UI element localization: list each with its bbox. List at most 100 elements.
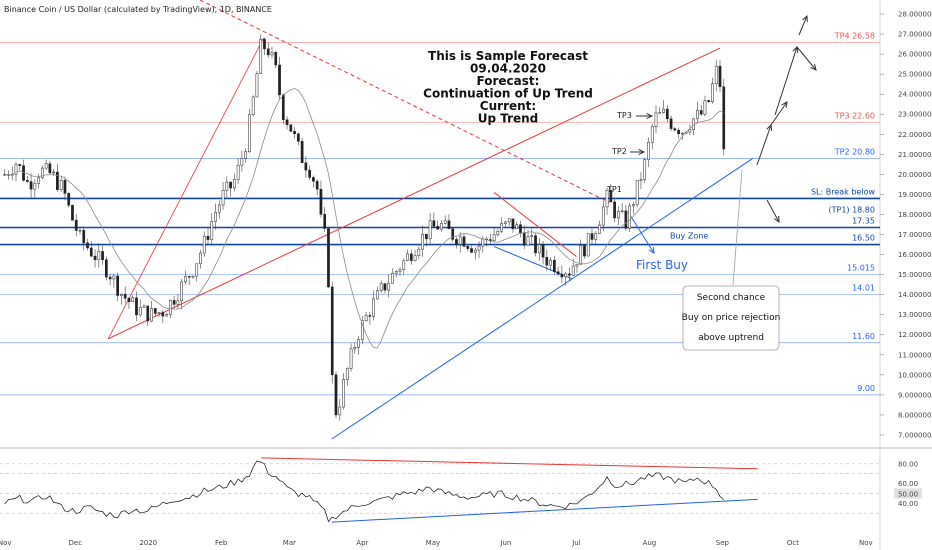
x-tick-label: Apr bbox=[356, 539, 368, 547]
candle-body bbox=[112, 275, 116, 280]
y-tick-label: 17.000000 bbox=[898, 231, 932, 239]
y-tick-label: 14.000000 bbox=[898, 291, 932, 299]
x-tick-label: Sep bbox=[716, 539, 730, 547]
level-label2-3: (TP1) 18.80 bbox=[829, 205, 876, 214]
candle-body bbox=[361, 320, 364, 340]
candle-body bbox=[93, 255, 97, 261]
candle-body bbox=[153, 308, 157, 314]
candle-body bbox=[289, 124, 293, 132]
forecast-arrow-down-head bbox=[773, 215, 780, 224]
candle-body bbox=[522, 232, 526, 246]
candle-body bbox=[541, 244, 545, 258]
candle-body bbox=[41, 167, 44, 178]
candle-body bbox=[590, 233, 594, 240]
candle-body bbox=[334, 374, 338, 416]
tp-label-3: TP3 bbox=[616, 111, 632, 120]
candle-body bbox=[364, 315, 368, 321]
candle-body bbox=[78, 230, 82, 232]
candle-body bbox=[217, 204, 221, 213]
candle-body bbox=[206, 236, 210, 240]
candle-body bbox=[120, 293, 123, 296]
forecast-line-1: 09.04.2020 bbox=[470, 62, 546, 76]
candle-body bbox=[240, 158, 244, 166]
rsi-tick-label: 80.00 bbox=[898, 460, 918, 468]
candle-body bbox=[451, 228, 455, 240]
candle-body bbox=[571, 265, 575, 276]
candle-body bbox=[425, 233, 428, 240]
candle-body bbox=[165, 314, 168, 317]
y-tick-label: 16.000000 bbox=[898, 251, 932, 259]
candle-body bbox=[530, 235, 534, 237]
tp-arrow-2-head bbox=[638, 148, 646, 156]
candle-body bbox=[534, 235, 537, 254]
y-tick-label: 11.000000 bbox=[898, 351, 932, 359]
candle-body bbox=[650, 126, 654, 143]
candle-body bbox=[25, 180, 29, 182]
candle-body bbox=[455, 239, 458, 245]
candle-body bbox=[52, 171, 55, 174]
candle-body bbox=[323, 214, 327, 229]
candle-body bbox=[63, 180, 67, 194]
candle-body bbox=[14, 164, 18, 175]
candle-body bbox=[138, 307, 142, 316]
candle-body bbox=[116, 275, 119, 296]
y-tick-label: 12.000000 bbox=[898, 331, 932, 339]
candle-body bbox=[568, 273, 571, 276]
candle-body bbox=[421, 233, 424, 250]
candle-body bbox=[48, 163, 52, 174]
first-buy-label: First Buy bbox=[636, 258, 688, 272]
y-tick-label: 26.000000 bbox=[898, 51, 932, 59]
tp-label-2: TP2 bbox=[611, 147, 627, 156]
candle-body bbox=[274, 52, 278, 66]
candle-body bbox=[202, 236, 206, 254]
x-tick-label: May bbox=[426, 539, 440, 547]
candle-body bbox=[579, 245, 583, 265]
y-tick-label: 20.000000 bbox=[898, 171, 932, 179]
candle-body bbox=[342, 379, 345, 408]
rsi-line bbox=[4, 460, 725, 523]
candle-body bbox=[545, 256, 549, 266]
candle-body bbox=[56, 171, 59, 190]
candle-body bbox=[492, 234, 496, 241]
candle-body bbox=[225, 181, 229, 191]
candle-body bbox=[308, 169, 311, 178]
x-tick-label: 2020 bbox=[139, 539, 157, 547]
candle-body bbox=[349, 348, 353, 369]
second-chance-pointer bbox=[732, 169, 743, 286]
y-tick-label: 8.000000 bbox=[898, 411, 931, 419]
candle-body bbox=[221, 189, 225, 206]
candle-body bbox=[481, 238, 485, 247]
candle-body bbox=[29, 181, 33, 190]
wedge-upper-line bbox=[493, 192, 577, 257]
candle-body bbox=[477, 245, 481, 251]
y-tick-label: 22.000000 bbox=[898, 131, 932, 139]
forecast-arrow-3 bbox=[796, 46, 817, 71]
candle-body bbox=[669, 118, 673, 129]
candle-body bbox=[345, 368, 349, 380]
candle-body bbox=[440, 223, 443, 230]
candle-body bbox=[312, 177, 315, 182]
candle-body bbox=[157, 312, 161, 314]
candle-body bbox=[353, 347, 357, 350]
x-tick-label: Feb bbox=[215, 539, 228, 547]
candle-body bbox=[504, 221, 507, 224]
y-tick-label: 25.000000 bbox=[898, 71, 932, 79]
level-label-2: TP2 20.80 bbox=[834, 147, 875, 156]
candle-body bbox=[142, 305, 146, 308]
x-tick-label: Dec bbox=[69, 539, 83, 547]
candle-body bbox=[553, 259, 556, 272]
rsi-blue-trendline bbox=[331, 498, 758, 523]
candle-body bbox=[639, 179, 643, 181]
candle-body bbox=[368, 315, 372, 317]
forecast-line-3: Continuation of Up Trend bbox=[423, 87, 593, 101]
candle-body bbox=[462, 236, 466, 247]
level-label-9: 9.00 bbox=[857, 384, 875, 393]
candle-body bbox=[500, 223, 503, 232]
candle-body bbox=[632, 204, 635, 207]
candle-body bbox=[537, 244, 541, 254]
candle-body bbox=[330, 286, 334, 376]
candle-body bbox=[398, 269, 402, 272]
first-buy-arrow bbox=[627, 211, 655, 254]
candle-body bbox=[319, 188, 323, 215]
